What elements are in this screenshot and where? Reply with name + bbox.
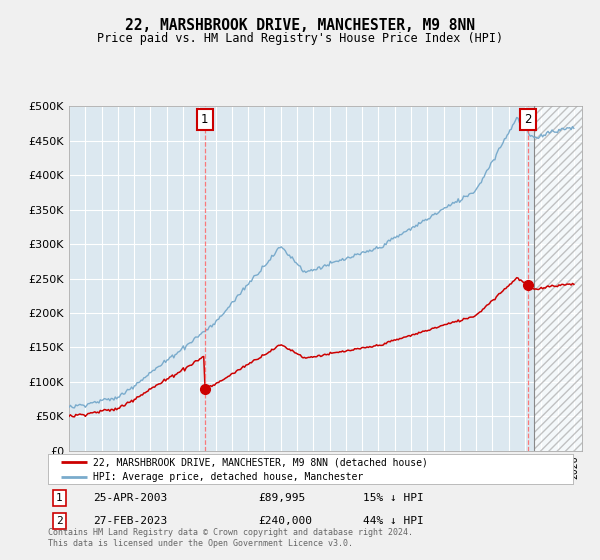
Text: 27-FEB-2023: 27-FEB-2023 [92, 516, 167, 526]
Text: 1: 1 [201, 113, 208, 127]
Text: 15% ↓ HPI: 15% ↓ HPI [363, 493, 424, 503]
Text: 25-APR-2003: 25-APR-2003 [92, 493, 167, 503]
Text: Contains HM Land Registry data © Crown copyright and database right 2024.
This d: Contains HM Land Registry data © Crown c… [48, 528, 413, 548]
Text: 22, MARSHBROOK DRIVE, MANCHESTER, M9 8NN: 22, MARSHBROOK DRIVE, MANCHESTER, M9 8NN [125, 18, 475, 33]
Text: £89,995: £89,995 [258, 493, 305, 503]
Text: 22, MARSHBROOK DRIVE, MANCHESTER, M9 8NN (detached house): 22, MARSHBROOK DRIVE, MANCHESTER, M9 8NN… [92, 457, 427, 467]
Text: HPI: Average price, detached house, Manchester: HPI: Average price, detached house, Manc… [92, 472, 363, 482]
Text: 44% ↓ HPI: 44% ↓ HPI [363, 516, 424, 526]
Text: 1: 1 [56, 493, 62, 503]
Text: 2: 2 [56, 516, 62, 526]
Bar [535, 106, 582, 451]
Text: Price paid vs. HM Land Registry's House Price Index (HPI): Price paid vs. HM Land Registry's House … [97, 32, 503, 45]
Text: £240,000: £240,000 [258, 516, 312, 526]
Text: 2: 2 [524, 113, 532, 127]
